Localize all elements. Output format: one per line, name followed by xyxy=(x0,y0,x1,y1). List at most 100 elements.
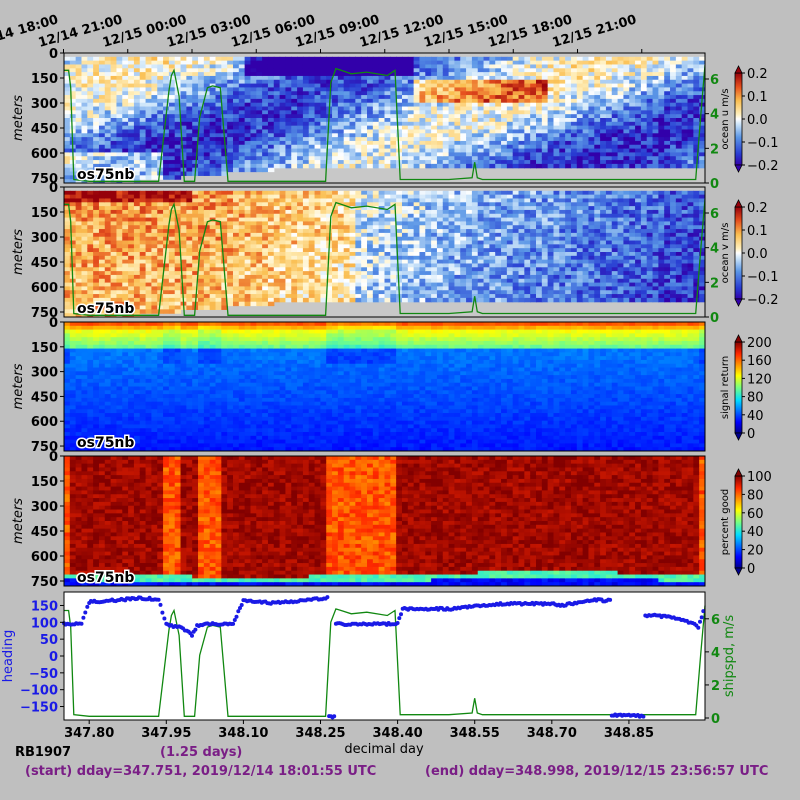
heatmap-cell xyxy=(186,248,193,253)
heatmap-cell xyxy=(221,190,228,196)
heatmap-cell xyxy=(145,152,153,157)
heatmap-cell xyxy=(168,217,176,223)
heatmap-cell xyxy=(372,91,380,96)
heatmap-cell xyxy=(361,110,368,115)
heatmap-cell xyxy=(116,144,123,150)
heatmap-cell xyxy=(244,252,252,257)
heatmap-cell xyxy=(157,87,164,92)
heatmap-cell xyxy=(198,213,205,219)
heatmap-cell xyxy=(145,171,153,176)
heatmap-cell xyxy=(675,72,683,77)
heatmap-cell xyxy=(576,137,584,142)
heatmap-cell xyxy=(332,140,339,146)
heatmap-cell xyxy=(122,255,129,261)
heatmap-cell xyxy=(302,118,310,123)
heatmap-cell xyxy=(471,91,479,96)
heatmap-cell xyxy=(87,297,94,303)
heatmap-cell xyxy=(87,160,94,165)
heatmap-cell xyxy=(244,209,252,215)
heatmap-cell xyxy=(332,98,339,104)
heatmap-cell xyxy=(168,244,176,249)
heatmap-cell xyxy=(349,217,356,223)
heatmap-cell xyxy=(168,160,176,165)
heatmap-cell xyxy=(681,118,689,123)
heatmap-cell xyxy=(454,129,461,134)
heatmap-cell xyxy=(466,56,473,62)
heatmap-cell xyxy=(186,87,193,92)
heatmap-cell xyxy=(262,248,269,253)
heatmap-cell xyxy=(163,72,170,77)
heatmap-cell xyxy=(256,259,263,265)
heatmap-cell xyxy=(128,175,135,180)
heatmap-cell xyxy=(81,294,88,299)
heatmap-cell xyxy=(122,129,129,134)
heatmap-cell xyxy=(378,118,386,123)
heatmap-cell xyxy=(238,163,246,169)
heatmap-cell xyxy=(658,156,665,161)
heatmap-cell xyxy=(384,98,391,104)
heatmap-cell xyxy=(419,79,426,85)
heatmap-cell xyxy=(291,244,298,249)
heatmap-cell xyxy=(349,118,356,123)
heatmap-cell xyxy=(530,114,537,119)
heatmap-cell xyxy=(238,79,246,85)
heatmap-cell xyxy=(151,79,158,85)
heatmap-cell xyxy=(302,240,310,245)
heatmap-cell xyxy=(337,198,345,203)
heatmap-cell xyxy=(390,56,397,62)
heatmap-cell xyxy=(349,64,356,69)
heatmap-cell xyxy=(244,229,252,234)
heatmap-cell xyxy=(157,68,164,73)
heatmap-cell xyxy=(203,271,211,276)
heatmap-cell xyxy=(116,56,123,62)
heatmap-cell xyxy=(308,274,316,280)
heatmap-cell xyxy=(227,294,234,299)
heatmap-cell xyxy=(104,271,112,276)
heatmap-cell xyxy=(407,79,415,85)
heatmap-cell xyxy=(98,75,106,81)
heatmap-cell xyxy=(110,118,118,123)
heatmap-cell xyxy=(640,125,648,131)
heatmap-cell xyxy=(180,190,187,196)
heatmap-cell xyxy=(238,148,246,154)
heatmap-cell xyxy=(81,68,88,73)
heatmap-cell xyxy=(501,56,508,62)
heatmap-cell xyxy=(600,68,607,73)
heatmap-cell xyxy=(186,91,193,96)
heatmap-cell xyxy=(256,75,263,81)
heatmap-cell xyxy=(629,83,636,89)
heatmap-cell xyxy=(262,190,269,196)
heatmap-cell xyxy=(221,171,228,176)
heatmap-cell xyxy=(314,106,321,111)
heatmap-cell xyxy=(471,110,479,115)
heatmap-cell xyxy=(250,248,257,253)
heatmap-cell xyxy=(332,290,339,295)
heatmap-cell xyxy=(203,129,211,134)
heatmap-cell xyxy=(343,60,351,66)
heatmap-cell xyxy=(617,95,625,100)
heatmap-cell xyxy=(699,144,705,150)
heatmap-cell xyxy=(349,244,356,249)
heatmap-cell xyxy=(198,221,205,226)
heatmap-cell xyxy=(157,79,164,85)
heatmap-cell xyxy=(390,75,397,81)
heatmap-cell xyxy=(337,140,345,146)
heatmap-cell xyxy=(151,98,158,104)
heatmap-cell xyxy=(693,91,700,96)
heatmap-cell xyxy=(506,102,514,108)
heatmap-cell xyxy=(431,68,438,73)
heatmap-cell xyxy=(611,110,619,115)
heatmap-cell xyxy=(110,148,118,154)
heatmap-cell xyxy=(69,194,77,200)
heatmap-cell xyxy=(367,72,374,77)
heatmap-cell xyxy=(681,79,689,85)
heatmap-cell xyxy=(215,140,222,146)
heatmap-cell xyxy=(64,83,71,89)
heatmap-cell xyxy=(495,106,502,111)
heatmap-cell xyxy=(110,217,118,223)
heatmap-cell xyxy=(238,152,246,157)
heatmap-cell xyxy=(384,114,391,119)
heatmap-cell xyxy=(151,171,158,176)
heatmap-cell xyxy=(611,91,619,96)
heatmap-cell xyxy=(69,263,77,268)
